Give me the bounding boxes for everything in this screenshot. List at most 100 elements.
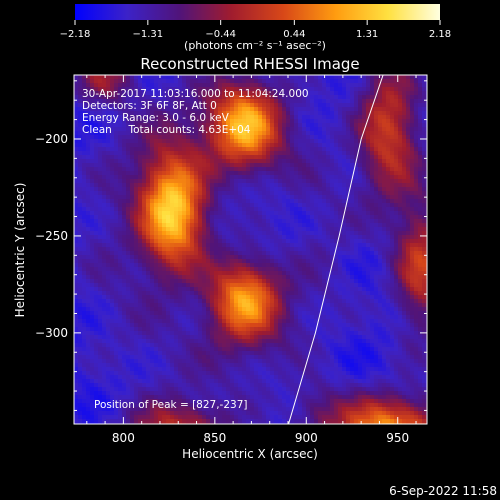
heatmap-cell bbox=[350, 255, 355, 260]
heatmap-cell bbox=[98, 199, 103, 204]
heatmap-cell bbox=[106, 191, 111, 196]
heatmap-cell bbox=[206, 227, 211, 232]
heatmap-cell bbox=[222, 279, 227, 284]
heatmap-cell bbox=[118, 215, 123, 220]
heatmap-cell bbox=[414, 171, 419, 176]
heatmap-cell bbox=[102, 87, 107, 92]
heatmap-cell bbox=[182, 263, 187, 268]
heatmap-cell bbox=[226, 119, 231, 124]
heatmap-cell bbox=[138, 99, 143, 104]
heatmap-cell bbox=[346, 135, 351, 140]
heatmap-cell bbox=[254, 103, 259, 108]
heatmap-cell bbox=[314, 179, 319, 184]
heatmap-cell bbox=[182, 163, 187, 168]
heatmap-cell bbox=[250, 175, 255, 180]
heatmap-cell bbox=[114, 195, 119, 200]
heatmap-cell bbox=[218, 175, 223, 180]
heatmap-cell bbox=[286, 95, 291, 100]
heatmap-cell bbox=[154, 295, 159, 300]
colorbar-tick-label: 1.31 bbox=[356, 29, 378, 40]
heatmap-cell bbox=[82, 187, 87, 192]
heatmap-cell bbox=[370, 155, 375, 160]
heatmap-cell bbox=[198, 227, 203, 232]
heatmap-cell bbox=[378, 175, 383, 180]
heatmap-cell bbox=[378, 259, 383, 264]
heatmap-cell bbox=[162, 139, 167, 144]
heatmap-cell bbox=[330, 103, 335, 108]
heatmap-cell bbox=[98, 239, 103, 244]
heatmap-cell bbox=[102, 203, 107, 208]
heatmap-cell bbox=[90, 143, 95, 148]
heatmap-cell bbox=[174, 259, 179, 264]
heatmap-cell bbox=[230, 175, 235, 180]
heatmap-cell bbox=[390, 263, 395, 268]
heatmap-cell bbox=[334, 191, 339, 196]
heatmap-cell bbox=[318, 131, 323, 136]
heatmap-cell bbox=[322, 123, 327, 128]
heatmap-cell bbox=[398, 215, 403, 220]
heatmap-cell bbox=[386, 279, 391, 284]
heatmap-cell bbox=[398, 151, 403, 156]
heatmap-cell bbox=[394, 199, 399, 204]
heatmap-cell bbox=[82, 271, 87, 276]
heatmap-cell bbox=[234, 259, 239, 264]
heatmap-cell bbox=[326, 139, 331, 144]
heatmap-cell bbox=[202, 159, 207, 164]
heatmap-cell bbox=[330, 107, 335, 112]
heatmap-cell bbox=[270, 139, 275, 144]
heatmap-cell bbox=[118, 99, 123, 104]
heatmap-cell bbox=[118, 79, 123, 84]
heatmap-cell bbox=[222, 179, 227, 184]
heatmap-cell bbox=[170, 211, 175, 216]
heatmap-cell bbox=[382, 255, 387, 260]
heatmap-cell bbox=[318, 283, 323, 288]
heatmap-cell bbox=[310, 143, 315, 148]
heatmap-cell bbox=[214, 131, 219, 136]
heatmap-cell bbox=[378, 139, 383, 144]
heatmap-cell bbox=[286, 83, 291, 88]
heatmap-cell bbox=[146, 115, 151, 120]
heatmap-cell bbox=[338, 211, 343, 216]
heatmap-cell bbox=[182, 151, 187, 156]
heatmap-cell bbox=[190, 271, 195, 276]
heatmap-cell bbox=[338, 163, 343, 168]
heatmap-cell bbox=[86, 187, 91, 192]
heatmap-cell bbox=[326, 235, 331, 240]
heatmap-cell bbox=[338, 123, 343, 128]
heatmap-cell bbox=[370, 107, 375, 112]
heatmap-cell bbox=[402, 87, 407, 92]
heatmap-cell bbox=[190, 91, 195, 96]
heatmap-cell bbox=[266, 119, 271, 124]
heatmap-cell bbox=[174, 263, 179, 268]
heatmap-cell bbox=[302, 135, 307, 140]
heatmap-cell bbox=[358, 99, 363, 104]
heatmap-cell bbox=[346, 223, 351, 228]
heatmap-cell bbox=[74, 207, 79, 212]
heatmap-cell bbox=[130, 207, 135, 212]
heatmap-cell bbox=[134, 123, 139, 128]
heatmap-cell bbox=[294, 127, 299, 132]
heatmap-cell bbox=[382, 171, 387, 176]
heatmap-cell bbox=[78, 115, 83, 120]
heatmap-cell bbox=[134, 227, 139, 232]
heatmap-cell bbox=[314, 147, 319, 152]
heatmap-cell bbox=[118, 123, 123, 128]
heatmap-cell bbox=[406, 123, 411, 128]
heatmap-cell bbox=[130, 187, 135, 192]
heatmap-cell bbox=[194, 255, 199, 260]
heatmap-cell bbox=[406, 191, 411, 196]
heatmap-cell bbox=[154, 187, 159, 192]
heatmap-cell bbox=[134, 151, 139, 156]
heatmap-cell bbox=[126, 91, 131, 96]
heatmap-cell bbox=[342, 259, 347, 264]
heatmap-cell bbox=[238, 167, 243, 172]
heatmap-cell bbox=[102, 143, 107, 148]
heatmap-cell bbox=[82, 99, 87, 104]
heatmap-cell bbox=[94, 115, 99, 120]
heatmap-cell bbox=[154, 127, 159, 132]
heatmap-cell bbox=[238, 223, 243, 228]
heatmap-cell bbox=[82, 255, 87, 260]
heatmap-cell bbox=[74, 279, 79, 284]
heatmap-cell bbox=[354, 179, 359, 184]
heatmap-cell bbox=[150, 191, 155, 196]
